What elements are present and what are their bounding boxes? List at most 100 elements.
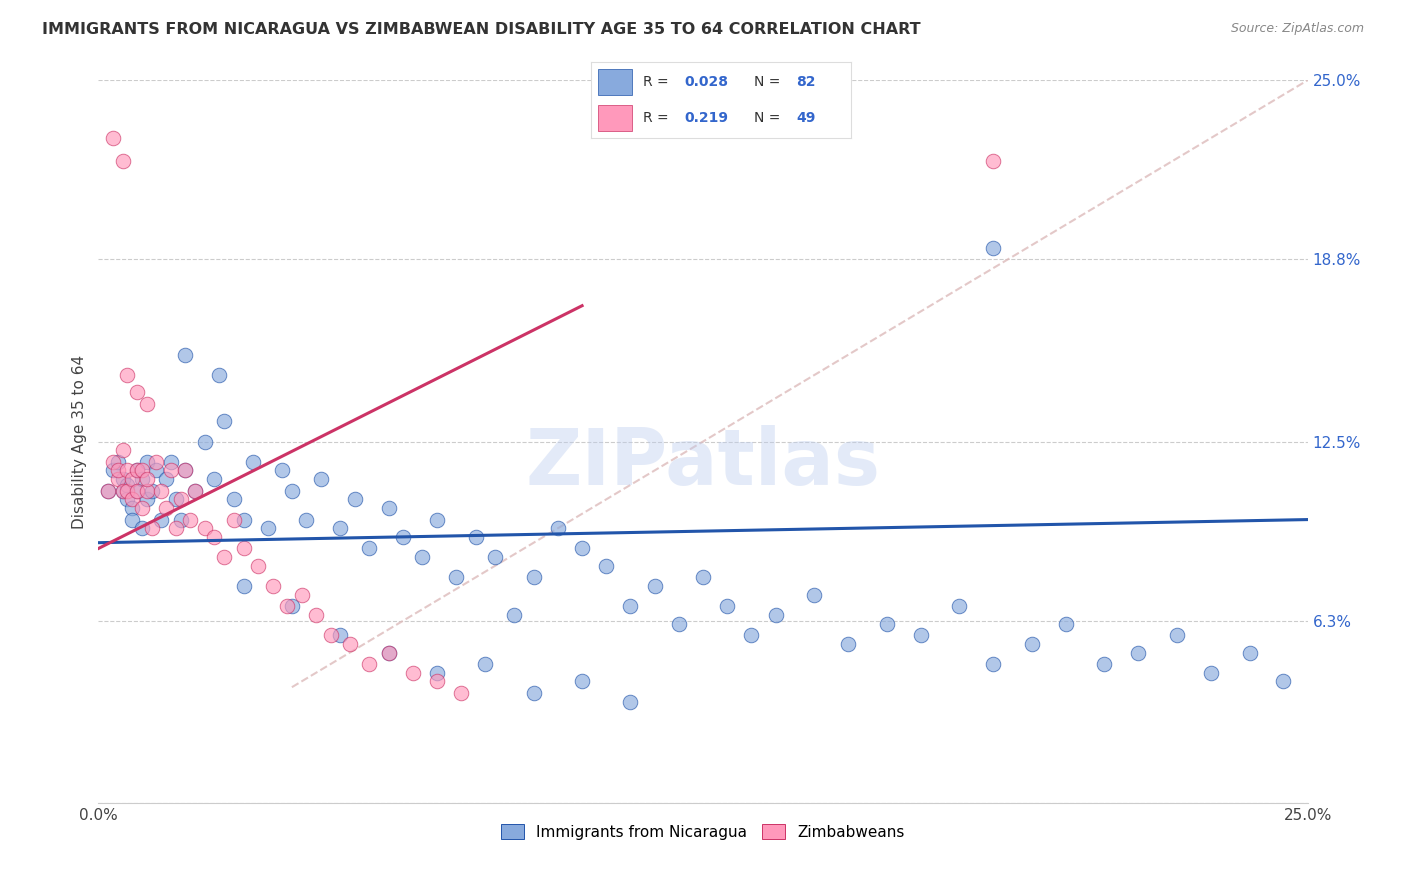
- Point: [595, 558, 617, 573]
- Point: [169, 492, 191, 507]
- Point: [271, 463, 294, 477]
- Point: [426, 665, 449, 680]
- Point: [765, 607, 787, 622]
- Point: [107, 463, 129, 477]
- Point: [204, 472, 226, 486]
- Point: [111, 154, 134, 169]
- Point: [392, 530, 415, 544]
- Point: [464, 530, 486, 544]
- Point: [169, 512, 191, 526]
- Point: [359, 541, 381, 556]
- Point: [194, 434, 217, 449]
- Point: [740, 628, 762, 642]
- Point: [981, 657, 1004, 671]
- Point: [121, 472, 143, 486]
- Point: [281, 599, 304, 614]
- Point: [1199, 665, 1222, 680]
- Point: [174, 463, 197, 477]
- Point: [377, 646, 399, 660]
- Point: [165, 492, 187, 507]
- Point: [571, 674, 593, 689]
- Text: 82: 82: [796, 75, 815, 89]
- Point: [450, 686, 472, 700]
- Point: [127, 483, 149, 498]
- Point: [101, 463, 124, 477]
- Point: [377, 501, 399, 516]
- Point: [101, 131, 124, 145]
- Point: [232, 579, 254, 593]
- Point: [402, 665, 425, 680]
- Point: [290, 588, 312, 602]
- Point: [127, 385, 149, 400]
- Point: [174, 348, 197, 362]
- Point: [150, 483, 173, 498]
- Text: IMMIGRANTS FROM NICARAGUA VS ZIMBABWEAN DISABILITY AGE 35 TO 64 CORRELATION CHAR: IMMIGRANTS FROM NICARAGUA VS ZIMBABWEAN …: [42, 22, 921, 37]
- Point: [876, 616, 898, 631]
- Point: [160, 463, 183, 477]
- Point: [111, 443, 134, 458]
- Point: [910, 628, 932, 642]
- Point: [716, 599, 738, 614]
- Point: [204, 530, 226, 544]
- Point: [523, 570, 546, 584]
- Point: [155, 472, 177, 486]
- Point: [1021, 637, 1043, 651]
- Point: [222, 512, 245, 526]
- Y-axis label: Disability Age 35 to 64: Disability Age 35 to 64: [72, 354, 87, 529]
- Point: [131, 501, 153, 516]
- Point: [503, 607, 526, 622]
- Bar: [599, 70, 633, 95]
- Point: [184, 483, 207, 498]
- Point: [426, 512, 449, 526]
- Legend: Immigrants from Nicaragua, Zimbabweans: Immigrants from Nicaragua, Zimbabweans: [495, 818, 911, 846]
- Point: [145, 455, 167, 469]
- Point: [377, 646, 399, 660]
- Point: [329, 521, 352, 535]
- Point: [117, 483, 139, 498]
- Point: [135, 492, 157, 507]
- Text: Source: ZipAtlas.com: Source: ZipAtlas.com: [1230, 22, 1364, 36]
- Point: [1094, 657, 1116, 671]
- Point: [117, 463, 139, 477]
- Point: [127, 463, 149, 477]
- Point: [948, 599, 970, 614]
- Point: [281, 483, 304, 498]
- Point: [212, 550, 235, 565]
- Point: [97, 483, 120, 498]
- Text: 0.219: 0.219: [685, 111, 728, 125]
- Point: [111, 483, 134, 498]
- Point: [107, 472, 129, 486]
- Point: [523, 686, 546, 700]
- Point: [319, 628, 342, 642]
- Point: [135, 472, 157, 486]
- Point: [222, 492, 245, 507]
- Text: R =: R =: [643, 75, 672, 89]
- Bar: [599, 105, 633, 130]
- Point: [194, 521, 217, 535]
- Point: [262, 579, 284, 593]
- Text: N =: N =: [755, 75, 785, 89]
- Point: [150, 512, 173, 526]
- Point: [117, 492, 139, 507]
- Point: [484, 550, 506, 565]
- Point: [309, 472, 332, 486]
- Point: [131, 463, 153, 477]
- Point: [127, 483, 149, 498]
- Point: [117, 478, 139, 492]
- Point: [411, 550, 433, 565]
- Point: [155, 501, 177, 516]
- Point: [145, 463, 167, 477]
- Point: [644, 579, 666, 593]
- Point: [803, 588, 825, 602]
- Point: [131, 521, 153, 535]
- Point: [232, 541, 254, 556]
- Point: [1272, 674, 1295, 689]
- Point: [127, 463, 149, 477]
- Point: [242, 455, 264, 469]
- Point: [141, 483, 163, 498]
- Point: [1054, 616, 1077, 631]
- Point: [121, 501, 143, 516]
- Point: [1239, 646, 1261, 660]
- Point: [256, 521, 278, 535]
- Point: [837, 637, 859, 651]
